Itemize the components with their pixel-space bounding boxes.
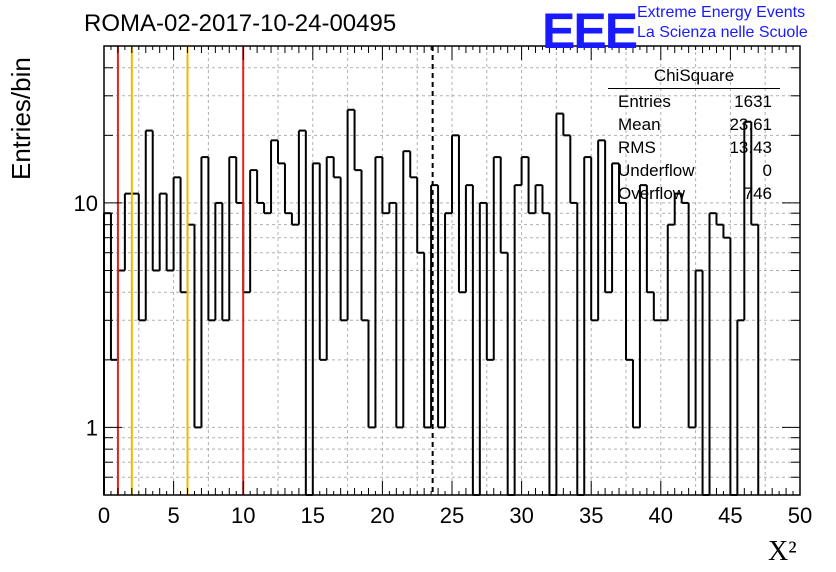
stats-box: ChiSquare Entries 1631 Mean 23.61 RMS 13… bbox=[608, 66, 780, 205]
stats-rms-label: RMS bbox=[618, 138, 656, 157]
stats-underflow-label: Underflow bbox=[618, 161, 695, 180]
x-tick-label: 30 bbox=[509, 503, 533, 528]
x-tick-label: 35 bbox=[579, 503, 603, 528]
stats-entries-label: Entries bbox=[618, 92, 671, 111]
x-tick-label: 45 bbox=[718, 503, 742, 528]
y-tick-label: 10 bbox=[74, 191, 98, 216]
logo-line-2: La Scienza nelle Scuole bbox=[637, 24, 808, 41]
y-axis-label: Entries/bin bbox=[6, 57, 36, 180]
stats-entries-value: 1631 bbox=[734, 92, 772, 111]
x-tick-label: 5 bbox=[167, 503, 179, 528]
stats-rms-value: 13.43 bbox=[729, 138, 772, 157]
stats-overflow-value: 746 bbox=[743, 184, 772, 203]
stats-mean-label: Mean bbox=[618, 115, 661, 134]
logo-line-1: Extreme Energy Events bbox=[637, 4, 806, 21]
x-tick-label: 20 bbox=[370, 503, 394, 528]
stats-row-overflow: Overflow 746 bbox=[608, 182, 780, 205]
stats-overflow-label: Overflow bbox=[618, 184, 686, 203]
stats-row-mean: Mean 23.61 bbox=[608, 113, 780, 136]
stats-title: ChiSquare bbox=[608, 66, 780, 89]
x-tick-label: 25 bbox=[440, 503, 464, 528]
x-tick-label: 0 bbox=[98, 503, 110, 528]
stats-row-underflow: Underflow 0 bbox=[608, 159, 780, 182]
stats-row-entries: Entries 1631 bbox=[608, 90, 780, 113]
y-tick-label: 1 bbox=[86, 415, 98, 440]
x-tick-label: 15 bbox=[301, 503, 325, 528]
stats-row-rms: RMS 13.43 bbox=[608, 136, 780, 159]
stats-underflow-value: 0 bbox=[762, 161, 772, 180]
x-tick-label: 50 bbox=[788, 503, 812, 528]
stats-mean-value: 23.61 bbox=[729, 115, 772, 134]
x-tick-label: 40 bbox=[649, 503, 673, 528]
x-tick-label: 10 bbox=[231, 503, 255, 528]
x-axis-label: X² bbox=[768, 536, 797, 567]
eee-logo: EEE bbox=[542, 3, 638, 59]
chart-title: ROMA-02-2017-10-24-00495 bbox=[84, 10, 397, 37]
